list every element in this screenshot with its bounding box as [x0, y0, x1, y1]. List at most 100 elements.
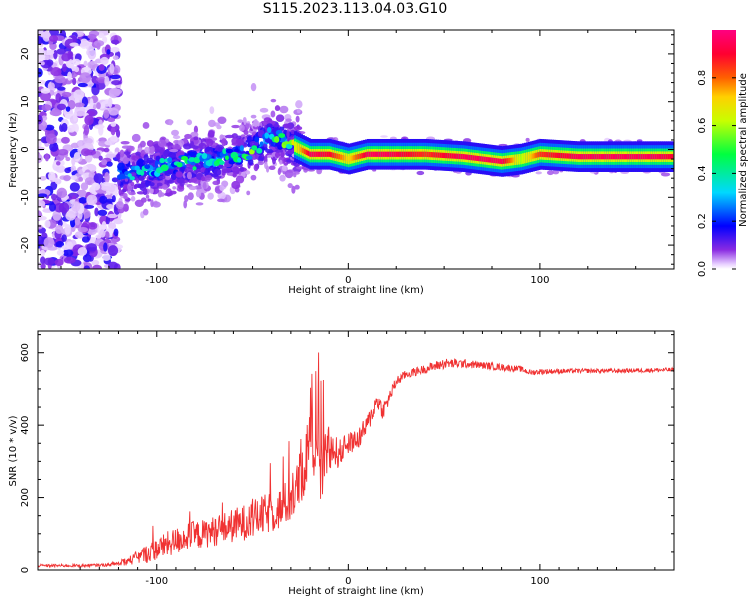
- spectrogram-speckle: [84, 149, 97, 156]
- spectrogram-speckle: [107, 245, 119, 257]
- spectrogram-line-cell: [332, 152, 336, 158]
- spectrogram-line-cell: [585, 154, 589, 160]
- spectrogram-line-cell: [550, 152, 554, 158]
- spectrogram-line-cell: [322, 151, 326, 157]
- spectrogram-speckle: [259, 107, 269, 113]
- spectrogram-core-blob: [246, 155, 253, 160]
- spectrogram-speckle: [282, 123, 292, 129]
- spectrogram-speckle: [216, 125, 222, 130]
- spectrogram-speckle: [83, 124, 90, 136]
- spectrogram-line-cell: [456, 153, 461, 159]
- spectrogram-speckle: [106, 161, 113, 167]
- spectrogram-speckle: [169, 190, 177, 195]
- spectrogram-line-cell: [355, 154, 359, 160]
- spectrogram-speckle: [104, 172, 110, 184]
- spectrogram-line-cell: [617, 154, 621, 160]
- spectrogram-speckle: [124, 178, 129, 182]
- colorbar-tick-label: 0.8: [697, 70, 708, 86]
- spectrogram-speckle: [87, 33, 97, 40]
- spectrogram-speckle: [94, 124, 105, 130]
- spectrogram-line-cell: [558, 152, 562, 159]
- spectrogram-speckle: [221, 138, 227, 147]
- spectrogram-line-cell: [592, 154, 597, 160]
- spectrogram-speckle: [105, 153, 117, 159]
- spectrogram-speckle: [215, 144, 225, 152]
- spectrogram-speckle: [57, 148, 69, 156]
- spectrogram-speckle: [184, 133, 192, 140]
- x-tick-label: 100: [530, 576, 549, 587]
- y-tick-label: 10: [20, 95, 31, 108]
- spectrogram-speckle: [111, 177, 119, 183]
- spectrogram-speckle: [525, 137, 530, 142]
- spectrogram-line-cell: [619, 154, 623, 160]
- spectrogram-core-blob: [251, 145, 258, 151]
- spectrogram-speckle: [106, 49, 111, 55]
- spectrogram-line-cell: [447, 153, 451, 159]
- spectrogram-speckle: [219, 185, 225, 191]
- spectrogram-speckle: [61, 91, 72, 98]
- spectrogram-line-cell: [667, 154, 671, 160]
- colorbar: 0.0 0.2 0.4 0.6 0.8 Normalized spectral ampl…: [697, 30, 749, 277]
- spectrogram-speckle: [72, 111, 78, 122]
- spectrogram-speckle: [103, 147, 110, 153]
- spectrogram-core-blob: [129, 176, 135, 181]
- spectrogram-speckle: [122, 188, 127, 193]
- spectrogram-line-cell: [336, 153, 340, 159]
- spectrogram-speckle: [296, 108, 301, 114]
- spectrogram-line-cell: [546, 152, 551, 158]
- spectrogram-line-cell: [596, 154, 600, 160]
- spectrogram-line-cell: [366, 151, 371, 157]
- spectrogram-line-cell: [661, 154, 666, 160]
- spectrogram-line-cell: [520, 156, 524, 162]
- spectrogram-line-cell: [671, 154, 674, 160]
- spectrogram-line-cell: [357, 154, 361, 160]
- spectrogram-line-cell: [594, 154, 598, 160]
- spectrogram-speckle: [74, 217, 81, 226]
- spectrogram-speckle: [142, 122, 150, 129]
- spectrogram-speckle: [92, 104, 97, 110]
- spectrogram-speckle: [38, 199, 46, 208]
- spectrogram-line-cell: [500, 158, 505, 165]
- spectrogram-core-blob: [274, 136, 280, 143]
- spectrogram-speckle: [98, 64, 105, 71]
- spectrogram-speckle: [202, 181, 207, 190]
- spectrogram-speckle: [73, 151, 81, 162]
- spectrogram-line-cell: [495, 158, 499, 164]
- spectrogram-line-cell: [397, 151, 401, 157]
- spectrogram-speckle: [171, 129, 180, 136]
- spectrogram-speckle: [204, 174, 213, 181]
- spectrogram-speckle: [195, 202, 204, 206]
- spectrogram-speckle: [73, 89, 85, 101]
- spectrogram-speckle: [55, 161, 61, 166]
- spectrogram-speckle: [232, 172, 237, 178]
- spectrogram-speckle: [40, 263, 46, 269]
- spectrogram-speckle: [101, 186, 112, 191]
- spectrogram-speckle: [71, 157, 76, 166]
- spectrogram-speckle: [38, 142, 42, 147]
- y-tick-label: 600: [20, 343, 31, 362]
- spectrogram-speckle: [237, 119, 244, 123]
- spectrogram-line-cell: [403, 151, 407, 157]
- spectrogram-speckle: [147, 198, 152, 202]
- spectrogram-speckle: [209, 106, 215, 114]
- spectrogram-line-cell: [566, 153, 570, 159]
- spectrogram-speckle: [144, 146, 150, 154]
- spectrogram-speckle: [277, 167, 282, 176]
- spectrogram-line-cell: [401, 151, 405, 157]
- spectrogram-line-cell: [296, 144, 300, 151]
- spectrogram-speckle: [285, 118, 292, 122]
- spectrogram-speckle: [169, 149, 179, 153]
- spectrogram-speckle: [104, 75, 110, 87]
- spectrogram-speckle: [43, 49, 55, 56]
- spectrogram-speckle: [87, 48, 97, 60]
- spectrogram-speckle: [113, 218, 124, 225]
- spectrogram-speckle: [102, 254, 111, 262]
- spectrogram-speckle: [231, 124, 240, 129]
- spectrogram-line-cell: [349, 155, 353, 162]
- spectrogram-core-blob: [256, 147, 263, 154]
- spectrogram-speckle: [238, 150, 246, 154]
- colorbar-tick-label: 0.2: [697, 213, 708, 229]
- spectrogram-speckle: [84, 114, 94, 126]
- spectrogram-speckle: [62, 249, 74, 257]
- spectrogram-line-cell: [453, 153, 457, 159]
